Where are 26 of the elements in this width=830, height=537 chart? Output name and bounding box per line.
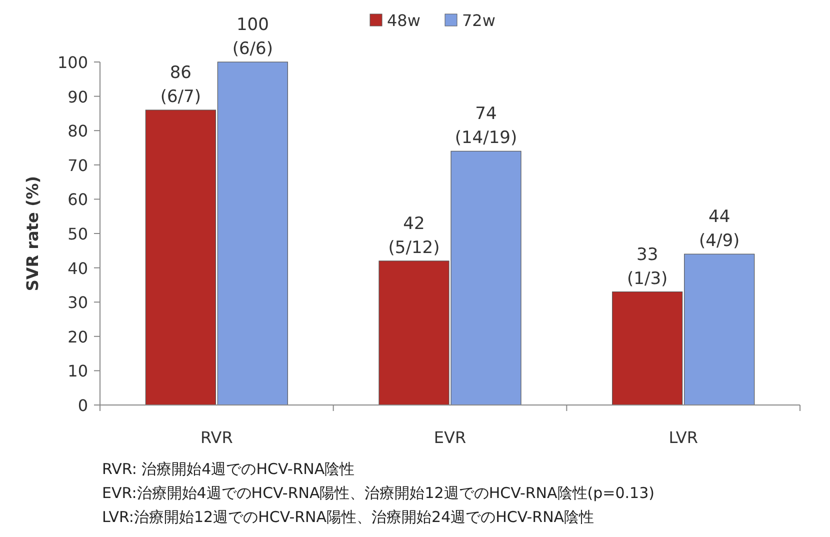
y-tick-label: 40 <box>68 258 88 278</box>
text: EVR:治療開始4週でのHCV-RNA陽性、治療開始12週でのHCV-RNA陰性(p=0.13) <box>102 484 654 502</box>
x-tick-label: RVR <box>200 428 233 447</box>
y-tick-label: 70 <box>68 156 88 175</box>
legend-label: 48w <box>387 11 420 30</box>
data-label: 74 (14/19) <box>454 104 518 148</box>
y-tick-label: 0 <box>78 396 88 415</box>
text: LVR:治療開始12週でのHCV-RNA陽性、治療開始24週でのHCV-RNA陰性 <box>102 508 594 526</box>
data-label: 100 (6/6) <box>232 15 273 59</box>
y-tick-label: 10 <box>68 362 88 381</box>
x-tick-label: LVR <box>668 428 698 447</box>
legend-label: 72w <box>462 11 496 30</box>
data-label: 42 (5/12) <box>388 214 440 258</box>
y-tick-label: 20 <box>68 327 88 346</box>
y-tick-label: 50 <box>68 224 88 244</box>
y-tick-label: 30 <box>68 293 88 312</box>
data-label: 44 (4/9) <box>699 207 740 252</box>
text: RVR: 治療開始4週でのHCV-RNA陰性 <box>102 460 355 478</box>
data-label: 86 (6/7) <box>160 63 201 108</box>
y-tick-label: 100 <box>57 53 88 72</box>
y-tick-label: 90 <box>68 87 88 106</box>
data-label: 33 (1/3) <box>627 244 668 289</box>
x-tick-label: EVR <box>434 428 466 447</box>
y-tick-label: 80 <box>68 122 88 141</box>
y-tick-label: 60 <box>68 190 88 210</box>
y-axis-title: SVR rate (%) <box>23 176 42 292</box>
